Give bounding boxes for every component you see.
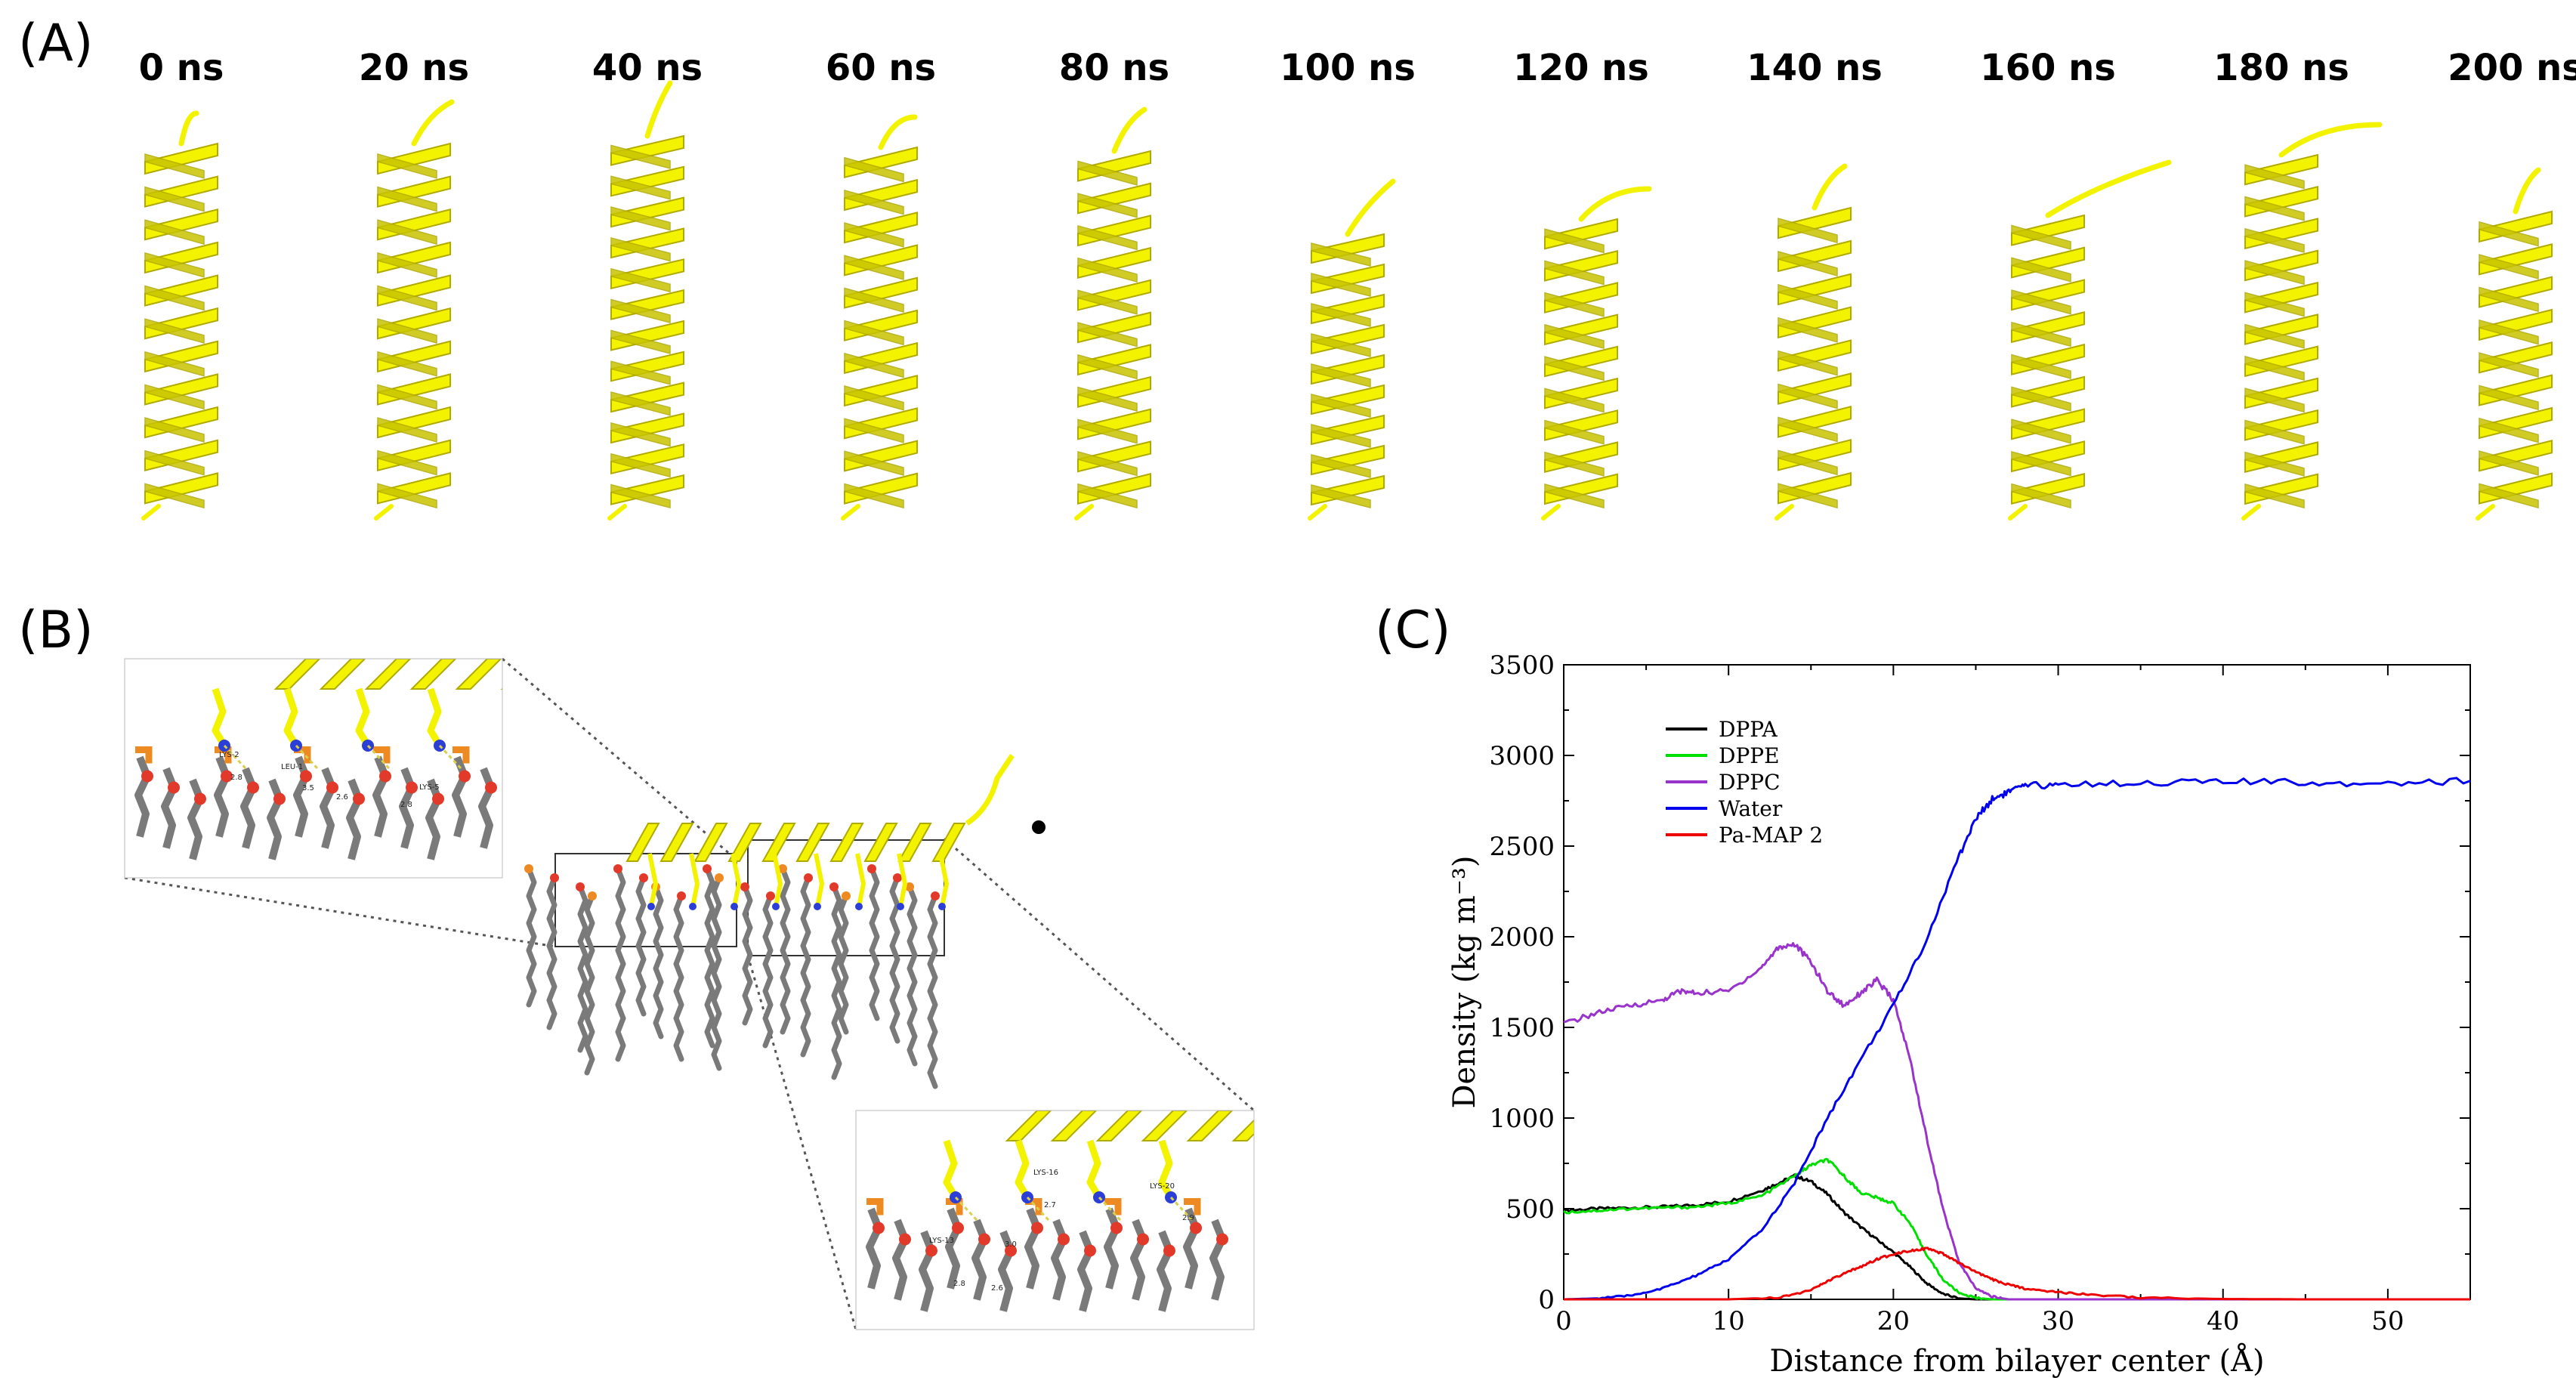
helix-snapshots [141, 80, 2553, 520]
marker-dot [1032, 820, 1046, 834]
x-tick-label-3: 30 [2042, 1306, 2074, 1336]
helix-snapshot-3 [841, 114, 918, 520]
y-tick-label-3: 1500 [1489, 1013, 1555, 1043]
y-tick-label-0: 0 [1538, 1285, 1555, 1315]
helix-snapshot-4 [1074, 107, 1151, 520]
snapshot-label-5: 100 ns [1280, 47, 1416, 89]
snapshot-label-9: 180 ns [2213, 47, 2349, 89]
series-pa-map-2 [1564, 1246, 2470, 1301]
label-lys-2: LYS-2 [219, 751, 239, 759]
legend-label-4: Pa-MAP 2 [1719, 823, 1823, 848]
snapshot-label-4: 80 ns [1058, 47, 1170, 89]
snapshot-label-8: 160 ns [1980, 47, 2116, 89]
helix-snapshot-5 [1308, 178, 1396, 520]
label-dist-7: 3.0 [1005, 1240, 1017, 1249]
panel-label-b: (B) [18, 601, 94, 660]
legend-label-3: Water [1719, 796, 1783, 821]
main-peptide-lipid-structure [524, 754, 1015, 1089]
legend-label-1: DPPE [1719, 743, 1780, 768]
y-tick-label-2: 1000 [1489, 1104, 1555, 1134]
snapshot-label-1: 20 ns [358, 47, 470, 89]
x-tick-label-5: 50 [2371, 1306, 2404, 1336]
helix-snapshot-10 [2476, 167, 2553, 520]
helix-snapshot-6 [1541, 186, 1652, 520]
series-dppc [1563, 942, 2470, 1301]
label-lys-16: LYS-16 [1033, 1169, 1058, 1177]
x-axis-label: Distance from bilayer center (Å) [1769, 1343, 2264, 1379]
x-tick-label-1: 10 [1713, 1306, 1745, 1336]
chart-series [1562, 777, 2471, 1301]
y-tick-label-7: 3500 [1489, 650, 1555, 681]
y-axis-label: Density (kg m⁻³) [1447, 855, 1482, 1108]
snapshot-label-10: 200 ns [2448, 47, 2576, 89]
legend-label-0: DPPA [1719, 717, 1778, 742]
helix-snapshot-1 [374, 99, 455, 520]
label-dist-2: 3.5 [302, 784, 314, 792]
label-lys-20: LYS-20 [1150, 1182, 1175, 1191]
helix-snapshot-0 [141, 110, 218, 520]
label-dist-9: 2.6 [991, 1284, 1003, 1293]
x-tick-label-4: 40 [2207, 1306, 2239, 1336]
label-lys-5: LYS-5 [419, 783, 440, 792]
snapshot-label-7: 140 ns [1747, 47, 1883, 89]
snapshot-label-2: 40 ns [591, 47, 703, 89]
label-dist-5: 2.7 [1044, 1201, 1056, 1209]
series-dppe [1563, 1157, 2470, 1301]
helix-snapshot-2 [607, 80, 684, 520]
zoom-guide-lines [124, 657, 1255, 1330]
y-tick-label-6: 3000 [1489, 741, 1555, 771]
x-tick-label-2: 20 [1877, 1306, 1910, 1336]
snapshot-label-3: 60 ns [825, 47, 937, 89]
helix-snapshot-8 [2008, 159, 2172, 520]
helix-snapshot-7 [1774, 163, 1852, 520]
snapshot-label-6: 120 ns [1513, 47, 1649, 89]
y-tick-label-5: 2500 [1489, 832, 1555, 862]
helix-snapshot-9 [2241, 122, 2383, 520]
inset-top [124, 658, 503, 879]
snapshot-label-0: 0 ns [138, 47, 224, 89]
label-leu-1: LEU-1 [281, 763, 303, 771]
plot-frame [1563, 664, 2471, 1300]
y-tick-label-4: 2000 [1489, 922, 1555, 953]
series-water [1563, 777, 2471, 1301]
label-dist-4: 2.8 [400, 801, 412, 809]
inset-bottom [855, 1110, 1255, 1330]
label-dist-8: 2.8 [953, 1280, 965, 1288]
panel-label-a: (A) [18, 14, 94, 73]
label-dist-6: 2.9 [1182, 1214, 1194, 1222]
legend-label-2: DPPC [1719, 770, 1781, 795]
y-tick-label-1: 500 [1506, 1194, 1555, 1225]
x-tick-label-0: 0 [1555, 1306, 1572, 1336]
panel-label-c: (C) [1375, 601, 1451, 660]
label-dist-3: 2.6 [336, 793, 348, 802]
label-lys-13: LYS-13 [929, 1237, 954, 1245]
label-dist-1: 2.8 [230, 774, 242, 782]
